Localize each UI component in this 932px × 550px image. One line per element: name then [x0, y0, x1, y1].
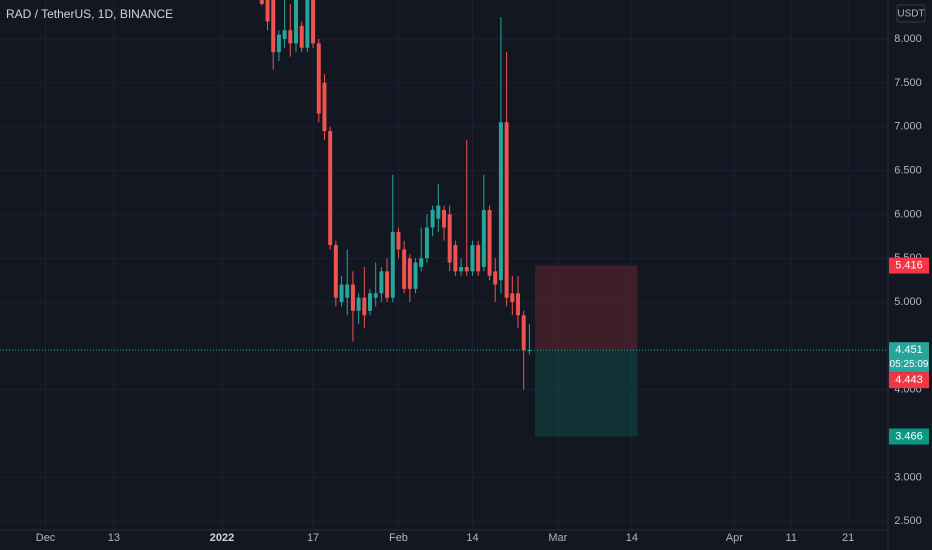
- candle-body: [493, 271, 498, 285]
- y-tick-label: 6.000: [894, 208, 922, 220]
- candle-body: [447, 214, 452, 263]
- candle-body: [459, 266, 464, 272]
- candle-body: [487, 209, 492, 276]
- chart-title: RAD / TetherUS, 1D, BINANCE: [6, 7, 173, 21]
- price-label: 4.443: [895, 374, 923, 386]
- x-tick-label: 14: [626, 532, 638, 544]
- y-tick-label: 7.500: [894, 77, 922, 89]
- candle-body: [510, 293, 515, 303]
- candle-body: [299, 25, 304, 48]
- candle-body: [521, 315, 526, 351]
- candle-body: [288, 30, 293, 44]
- x-tick-label: 13: [108, 532, 120, 544]
- candle-body: [305, 0, 310, 48]
- y-tick-label: 2.500: [894, 515, 922, 527]
- candle-body: [282, 30, 287, 40]
- price-label: 5.416: [895, 259, 923, 271]
- candle-body: [396, 231, 401, 250]
- currency[interactable]: USDT: [897, 9, 924, 20]
- candle-body: [436, 205, 441, 219]
- candle-body: [481, 209, 486, 267]
- x-tick-label: Feb: [389, 532, 408, 544]
- candle-body: [265, 0, 270, 22]
- target-zone: [535, 350, 638, 437]
- grid: [0, 0, 888, 530]
- candle-body: [527, 350, 532, 352]
- candle-body: [311, 0, 316, 44]
- candle-body: [424, 227, 429, 259]
- candle-body: [322, 82, 327, 132]
- candle-body: [470, 245, 475, 272]
- candle-body: [350, 284, 355, 311]
- candle-body: [464, 266, 469, 272]
- x-tick-label: 2022: [210, 532, 234, 544]
- candle-body: [516, 293, 520, 316]
- candle-body: [476, 245, 481, 272]
- candle-body: [328, 131, 333, 246]
- x-tick-label: Apr: [726, 532, 743, 544]
- price-countdown: 05:25:09: [890, 359, 929, 370]
- candle-body: [373, 293, 378, 298]
- candle-body: [407, 258, 412, 289]
- candle-body: [316, 43, 321, 114]
- candle-body: [385, 271, 390, 298]
- price-label-box: [889, 257, 929, 274]
- candle-body: [402, 249, 407, 289]
- price-label-box: [889, 372, 929, 389]
- x-tick-label: 17: [307, 532, 319, 544]
- candle-body: [504, 122, 509, 298]
- candle-body: [442, 209, 446, 228]
- candle-body: [453, 245, 458, 272]
- price-label: 4.451: [895, 344, 923, 356]
- axes: 2.5003.0004.0005.0005.5006.0006.5007.000…: [36, 33, 929, 544]
- y-tick-label: 5.000: [894, 296, 922, 308]
- price-label-box: [889, 428, 929, 445]
- candle-body: [271, 0, 276, 53]
- candle-body: [339, 284, 344, 303]
- y-tick-label: 7.000: [894, 121, 922, 133]
- candle-body: [276, 34, 281, 53]
- candle-body: [259, 0, 264, 4]
- x-tick-label: 11: [786, 532, 797, 544]
- candle-body: [498, 122, 503, 281]
- stop-zone: [535, 265, 638, 351]
- candle-body: [333, 245, 338, 298]
- candle-body: [345, 284, 350, 298]
- candle-body: [419, 258, 424, 267]
- price-label: 3.466: [895, 430, 923, 442]
- candle-body: [379, 271, 384, 294]
- y-tick-label: 6.500: [894, 164, 922, 176]
- x-tick-label: Dec: [36, 532, 56, 544]
- candle-body: [362, 297, 367, 316]
- candle-body: [356, 297, 361, 311]
- y-tick-label: 8.000: [894, 33, 922, 45]
- candle-body: [430, 209, 435, 228]
- candle-body: [294, 0, 298, 44]
- candle-body: [368, 293, 372, 311]
- plot-area: [0, 0, 888, 437]
- candle-body: [390, 231, 395, 298]
- x-tick-label: 14: [466, 532, 478, 544]
- currency-box[interactable]: [896, 4, 926, 23]
- candle-body: [413, 262, 418, 289]
- price-label-box: [889, 342, 929, 373]
- x-tick-label: 21: [842, 532, 854, 544]
- y-tick-label: 3.000: [894, 471, 922, 483]
- x-tick-label: Mar: [548, 532, 567, 544]
